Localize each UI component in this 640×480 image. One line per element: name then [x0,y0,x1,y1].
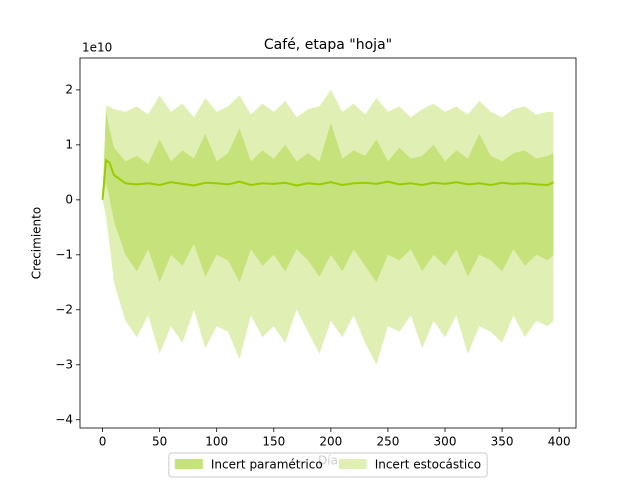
legend-box [168,452,488,478]
mean-line [101,158,554,200]
offset-text: 1e10 [82,41,112,55]
y-tick-label: 1 [65,137,73,151]
legend-label: Incert paramétrico [211,458,323,472]
x-tick-label: 400 [548,435,571,449]
y-tick-label: −3 [55,357,73,371]
x-tick-label: 50 [152,435,167,449]
y-tick-label: 2 [65,82,73,96]
x-tick-label: 250 [376,435,399,449]
plot-area [101,89,554,365]
y-axis-label: Crecimiento [30,207,44,279]
y-tick-label: −1 [55,247,73,261]
legend: Incert paramétrico Incert estocástico [168,452,488,478]
uncertainty-band [102,111,554,283]
x-tick-label: 200 [319,435,342,449]
x-tick-label: 350 [491,435,514,449]
x-tick-label: 150 [262,435,285,449]
x-tick-label: 300 [434,435,457,449]
x-tick-label: 100 [205,435,228,449]
axes-frame [79,57,577,429]
legend-swatch [174,459,203,469]
x-tick-label: 0 [99,435,107,449]
y-tick-label: −2 [55,302,73,316]
legend-label: Incert estocástico [375,458,481,472]
y-tick-label: −4 [55,412,73,426]
legend-swatch [338,459,367,469]
y-tick-label: 0 [65,192,73,206]
chart-title: Café, etapa "hoja" [264,37,392,53]
